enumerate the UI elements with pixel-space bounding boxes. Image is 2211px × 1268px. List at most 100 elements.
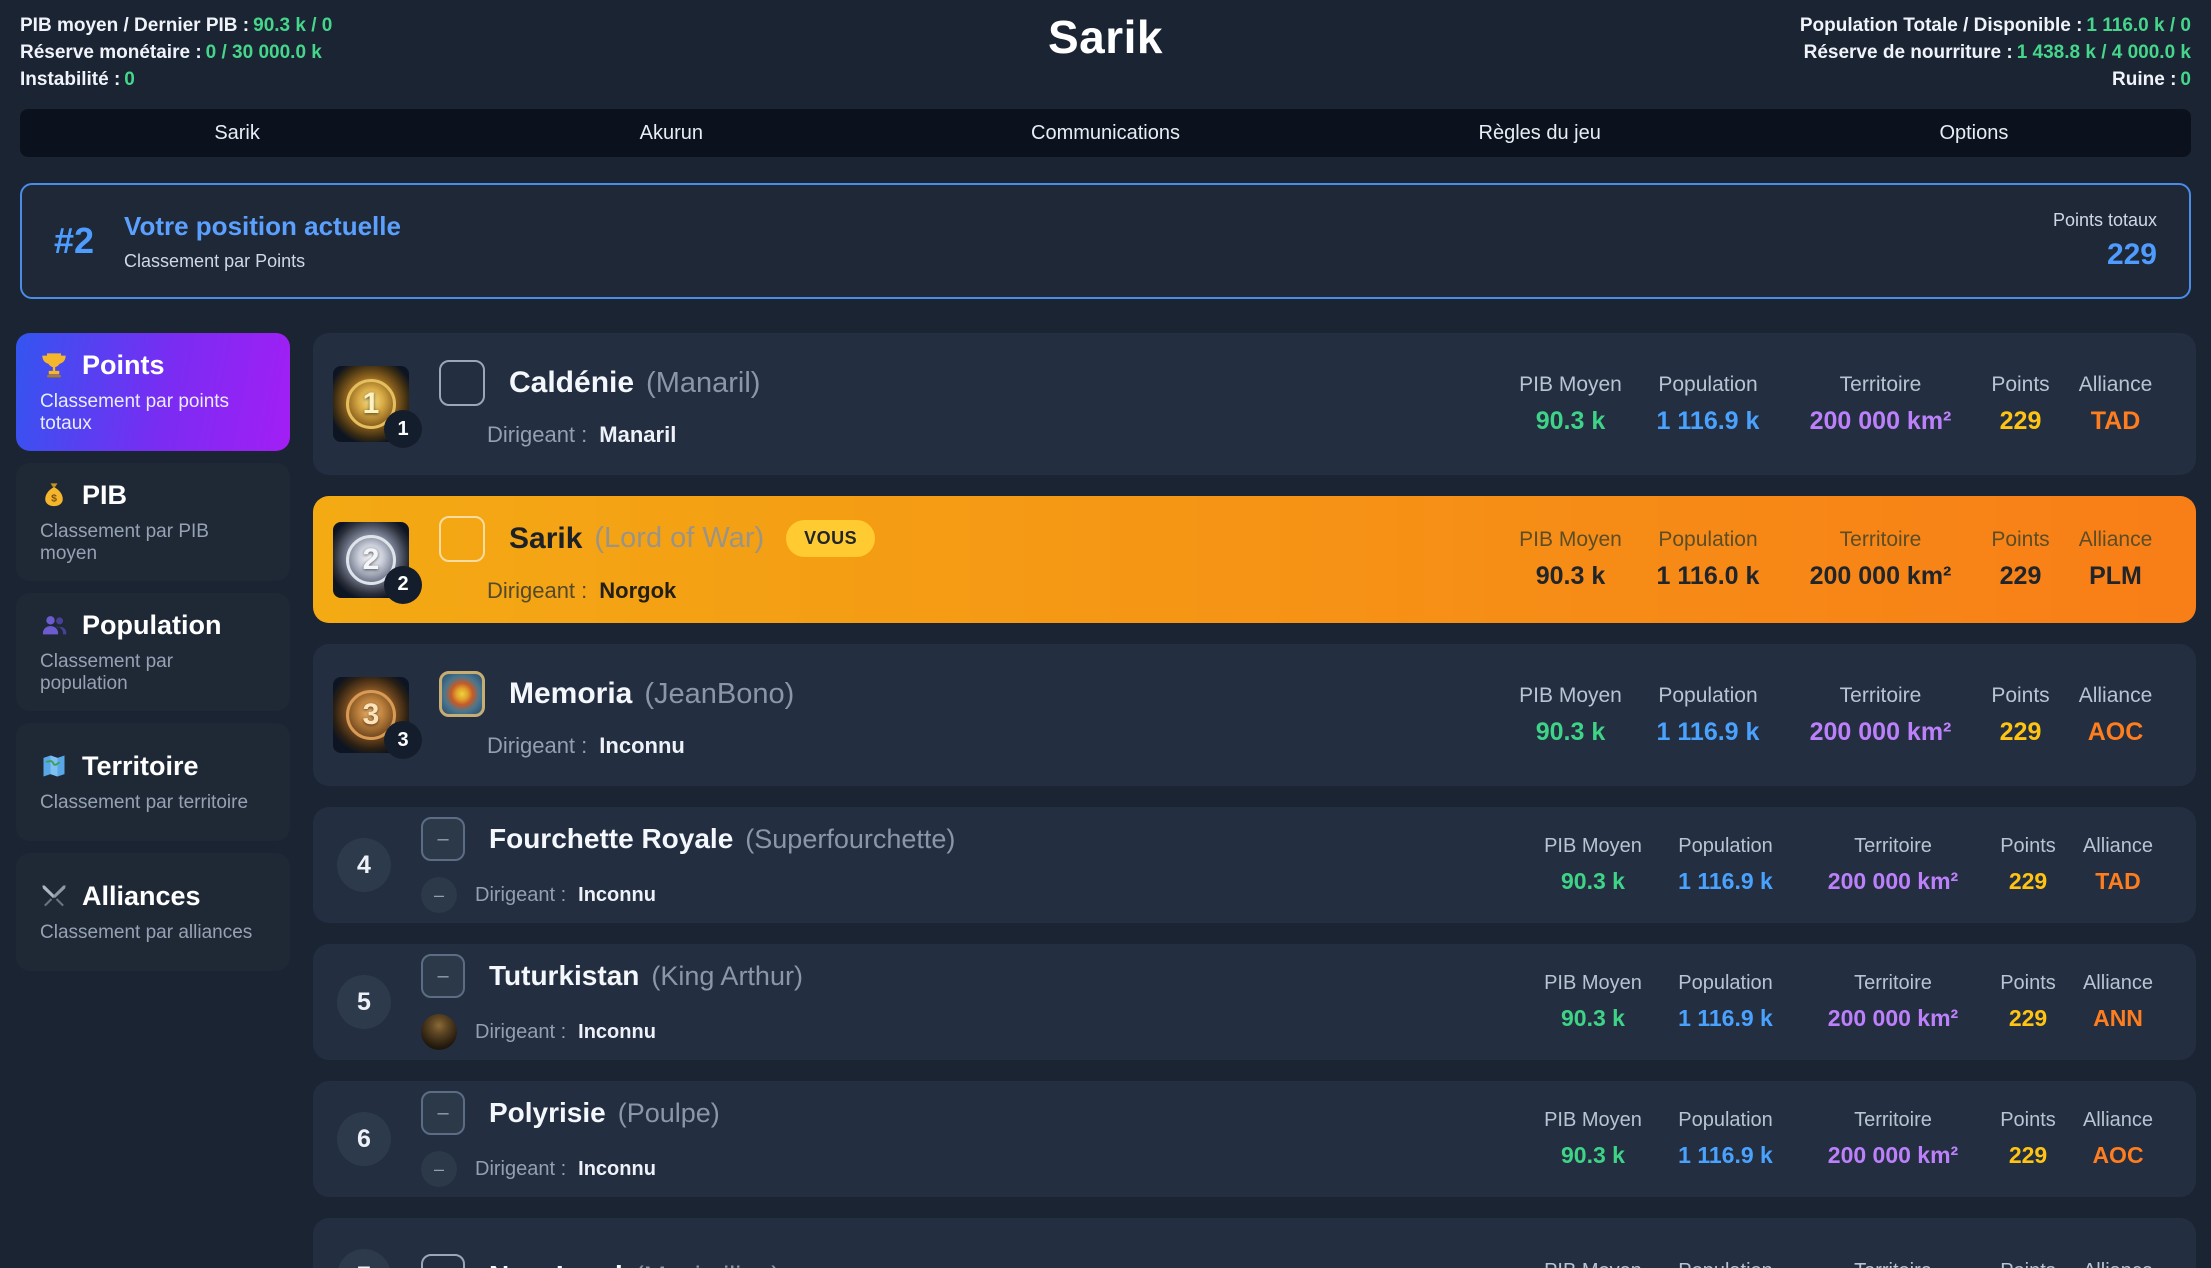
col-header-alliance: Alliance	[2068, 1260, 2168, 1268]
content: Points Classement par points totaux $ PIB…	[16, 333, 2196, 1268]
nav-item-akurun[interactable]: Akurun	[639, 121, 703, 144]
leader-name: Norgok	[599, 577, 677, 603]
nav-item-communications[interactable]: Communications	[1031, 121, 1180, 144]
stat-label: Réserve monétaire :	[20, 42, 202, 63]
col-header-pib: PIB Moyen	[1519, 372, 1622, 396]
position-banner: #2 Votre position actuelle Classement pa…	[20, 183, 2191, 299]
rank-number: 4	[337, 838, 391, 892]
nation-flag[interactable]	[439, 515, 485, 562]
row-main: – Polyrisie (Poulpe) – Dirigeant : Incon…	[421, 1091, 1533, 1187]
stat-value: 0 / 30 000.0 k	[205, 42, 322, 63]
stat-reserve-monetaire: Réserve monétaire :0 / 30 000.0 k	[20, 39, 332, 66]
stat-population-value: 1 116.9 k	[1678, 1142, 1773, 1168]
col-header-pib: PIB Moyen	[1533, 1260, 1653, 1268]
sidebar-item-points[interactable]: Points Classement par points totaux	[16, 333, 290, 451]
leader-line: Dirigeant : Norgok	[439, 578, 1508, 604]
ranking-sidebar: Points Classement par points totaux $ PIB…	[16, 333, 290, 983]
table-row[interactable]: 3 3 3 Memoria (JeanBono) Dirigeant : Inc…	[313, 644, 2196, 786]
stat-value: 90.3 k / 0	[253, 15, 333, 36]
stat-label: Ruine :	[2112, 69, 2177, 90]
sidebar-item-population[interactable]: Population Classement par population	[16, 593, 290, 711]
stat-alliance-value: AOC	[2092, 1142, 2144, 1168]
row-main: Memoria (JeanBono) Dirigeant : Inconnu	[439, 671, 1508, 759]
stat-value: 0	[124, 69, 135, 90]
stat-value: 0	[2180, 69, 2191, 90]
col-header-territoire: Territoire	[1854, 835, 1932, 857]
stat-points-value: 229	[1999, 717, 2042, 746]
table-row[interactable]: 1 1 1 Caldénie (Manaril) Dirigeant : Man…	[313, 333, 2196, 475]
nav-item-options[interactable]: Options	[1939, 121, 2009, 144]
banner-subtitle: Classement par Points	[124, 250, 306, 271]
dirigeant-label: Dirigeant :	[487, 422, 588, 447]
table-row[interactable]: 5 5 5 – Tuturkistan (King Arthur) Dirige…	[313, 944, 2196, 1060]
col-header-points: Points	[2000, 972, 2056, 994]
page-title: Sarik	[1047, 11, 1164, 63]
leader-avatar	[421, 1014, 457, 1050]
stat-pib-value: 90.3 k	[1535, 406, 1606, 435]
nav-item-regles[interactable]: Règles du jeu	[1478, 121, 1601, 144]
row-stats: PIB Moyen 90.3 k Population 1 116.9 k Terr…	[1533, 1109, 2196, 1169]
stat-value: 1 116.0 k / 0	[2086, 15, 2191, 36]
col-header-pib: PIB Moyen	[1544, 972, 1642, 994]
nation-name: Memoria	[509, 677, 633, 710]
row-main: – Tuturkistan (King Arthur) Dirigeant : …	[421, 954, 1533, 1050]
col-header-population: Population	[1678, 972, 1773, 994]
nation-flag[interactable]	[439, 671, 485, 717]
people-icon	[40, 611, 68, 639]
stat-territoire-value: 200 000 km²	[1827, 1005, 1959, 1031]
table-row[interactable]: 7 7 7 New-Land (Maximilien) PIB Moyen Po…	[313, 1218, 2196, 1268]
table-row[interactable]: 2 2 2 Sarik (Lord of War) VOUS Dirigeant…	[313, 496, 2196, 623]
nation-flag[interactable]: –	[421, 817, 465, 861]
nation-medal-avatar: 3	[333, 677, 409, 753]
nation-flag[interactable]	[439, 360, 485, 406]
col-header-territoire: Territoire	[1839, 528, 1922, 551]
col-header-population: Population	[1658, 683, 1758, 707]
svg-text:$: $	[51, 492, 57, 504]
stat-pib-value: 90.3 k	[1561, 1005, 1625, 1031]
nation-name: Caldénie	[509, 366, 635, 399]
col-header-alliance: Alliance	[2078, 683, 2153, 707]
stat-points-value: 229	[2008, 1142, 2048, 1168]
stat-population-value: 1 116.9 k	[1678, 1005, 1773, 1031]
table-row[interactable]: 4 4 4 – Fourchette Royale (Superfourchet…	[313, 807, 2196, 923]
stat-points-value: 229	[1999, 406, 2042, 435]
stat-territoire-value: 200 000 km²	[1809, 406, 1952, 435]
sidebar-item-alliances[interactable]: Alliances Classement par alliances	[16, 853, 290, 971]
stat-pib-value: 90.3 k	[1561, 1142, 1625, 1168]
col-header-population: Population	[1658, 372, 1758, 396]
nation-name: Polyrisie	[489, 1097, 606, 1128]
player-name: (King Arthur)	[651, 960, 803, 991]
player-name: (Lord of War)	[594, 522, 765, 554]
nav-item-sarik[interactable]: Sarik	[214, 121, 260, 144]
nation-flag[interactable]	[421, 1254, 465, 1268]
nation-name: Fourchette Royale	[489, 823, 734, 854]
row-stats: PIB Moyen 90.3 k Population 1 116.9 k Terr…	[1508, 684, 2196, 747]
row-stats: PIB Moyen Population Territoire Points A…	[1533, 1260, 2196, 1268]
sidebar-item-pib[interactable]: $ PIB Classement par PIB moyen	[16, 463, 290, 581]
leader-line: – Dirigeant : Inconnu	[421, 877, 1533, 913]
stat-population-value: 1 116.9 k	[1678, 868, 1773, 894]
stat-population: Population Totale / Disponible :1 116.0 …	[1800, 12, 2191, 39]
points-label: Points totaux	[2052, 210, 2157, 230]
nation-flag[interactable]: –	[421, 954, 465, 998]
sidebar-item-territoire[interactable]: Territoire Classement par territoire	[16, 723, 290, 841]
col-header-alliance: Alliance	[2082, 972, 2154, 994]
medal-number: 3	[362, 698, 380, 731]
col-header-territoire: Territoire	[1839, 683, 1922, 707]
stat-label: Population Totale / Disponible :	[1799, 15, 2083, 36]
col-header-points: Points	[2000, 835, 2056, 857]
rank-badge: 1	[384, 410, 422, 448]
resource-stats-left: PIB moyen / Dernier PIB :90.3 k / 0 Rése…	[20, 12, 332, 93]
stat-instabilite: Instabilité :0	[20, 66, 332, 93]
stat-value: 1 438.8 k / 4 000.0 k	[2016, 42, 2191, 63]
table-row[interactable]: 6 6 6 – Polyrisie (Poulpe) – Dirigeant :…	[313, 1081, 2196, 1197]
player-name: (JeanBono)	[644, 677, 795, 710]
stat-alliance-value: AOC	[2087, 717, 2144, 746]
nation-flag[interactable]: –	[421, 1091, 465, 1135]
sidebar-item-title: Points	[82, 349, 165, 380]
rank-number: 6	[337, 1112, 391, 1166]
sidebar-item-subtitle: Classement par points totaux	[40, 390, 230, 434]
dirigeant-label: Dirigeant :	[487, 733, 588, 758]
col-header-population: Population	[1678, 1109, 1773, 1131]
